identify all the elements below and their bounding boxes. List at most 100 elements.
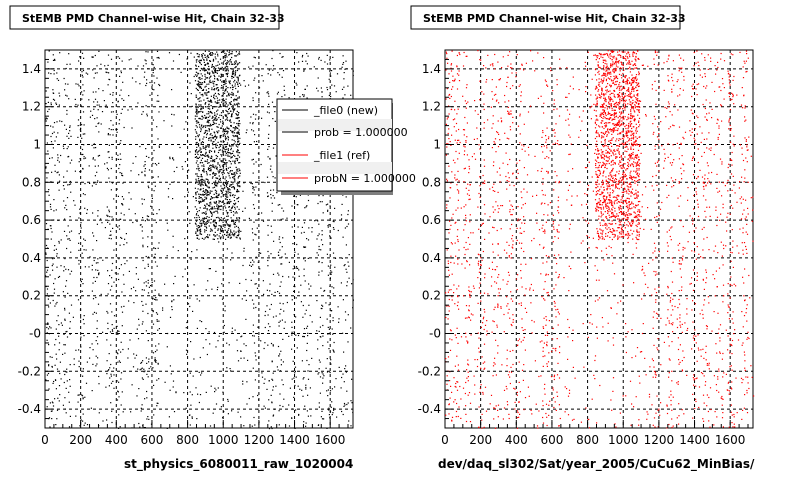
- scatter-point: [324, 61, 326, 63]
- scatter-point: [317, 220, 319, 222]
- scatter-point: [745, 157, 747, 159]
- scatter-point: [141, 226, 143, 228]
- scatter-point: [304, 405, 306, 407]
- scatter-point: [116, 131, 118, 133]
- scatter-point: [204, 180, 206, 182]
- scatter-point: [661, 201, 663, 204]
- scatter-point: [633, 406, 635, 408]
- scatter-point: [206, 192, 209, 194]
- scatter-point: [302, 54, 304, 57]
- scatter-point: [255, 256, 257, 258]
- scatter-point: [745, 312, 747, 314]
- scatter-point: [83, 156, 85, 158]
- scatter-point: [506, 180, 508, 182]
- scatter-point: [50, 181, 52, 183]
- scatter-point: [227, 188, 229, 190]
- scatter-point: [69, 162, 71, 164]
- scatter-point: [93, 147, 95, 149]
- scatter-point: [480, 300, 482, 302]
- scatter-point: [106, 68, 108, 70]
- scatter-point: [697, 148, 699, 150]
- scatter-point: [46, 339, 48, 341]
- scatter-point: [647, 65, 649, 67]
- scatter-point: [92, 282, 94, 284]
- scatter-point: [333, 409, 335, 411]
- scatter-point: [283, 398, 285, 400]
- scatter-point: [635, 355, 637, 357]
- scatter-point: [483, 93, 485, 95]
- scatter-point: [557, 140, 559, 142]
- scatter-point: [109, 93, 111, 95]
- scatter-point: [216, 118, 218, 120]
- scatter-point: [51, 410, 53, 412]
- scatter-point: [224, 104, 226, 106]
- scatter-point: [53, 122, 56, 124]
- scatter-point: [82, 413, 84, 415]
- scatter-point: [58, 92, 60, 94]
- scatter-point: [281, 379, 283, 381]
- scatter-point: [51, 265, 53, 267]
- scatter-point: [171, 300, 173, 302]
- scatter-point: [228, 95, 230, 97]
- scatter-point: [224, 220, 226, 222]
- scatter-point: [234, 98, 236, 100]
- scatter-point: [221, 228, 224, 230]
- scatter-point: [208, 69, 210, 71]
- scatter-point: [348, 265, 350, 267]
- scatter-point: [499, 174, 501, 176]
- scatter-point: [215, 177, 217, 179]
- scatter-point: [281, 56, 283, 58]
- scatter-point: [202, 93, 204, 95]
- scatter-point: [135, 290, 137, 292]
- scatter-point: [110, 382, 113, 384]
- scatter-point: [65, 387, 67, 389]
- scatter-point: [214, 391, 216, 393]
- scatter-point: [599, 384, 601, 387]
- scatter-point: [91, 144, 93, 146]
- scatter-point: [122, 411, 124, 413]
- scatter-point: [216, 185, 218, 187]
- scatter-point: [718, 127, 720, 129]
- scatter-point: [199, 111, 201, 113]
- scatter-point: [83, 124, 85, 126]
- scatter-point: [120, 236, 122, 239]
- scatter-point: [93, 182, 95, 184]
- scatter-point: [48, 364, 50, 366]
- scatter-point: [296, 84, 298, 86]
- scatter-point: [227, 398, 229, 401]
- scatter-point: [210, 160, 212, 162]
- scatter-point: [237, 411, 239, 413]
- scatter-point: [691, 277, 693, 279]
- scatter-point: [321, 234, 323, 236]
- scatter-point: [205, 148, 207, 151]
- scatter-point: [228, 201, 230, 203]
- scatter-point: [214, 53, 216, 55]
- scatter-point: [192, 310, 194, 312]
- scatter-point: [212, 136, 214, 139]
- scatter-point: [696, 199, 698, 201]
- scatter-point: [706, 364, 708, 366]
- x-tick-label: 1000: [208, 433, 239, 447]
- scatter-point: [167, 332, 169, 335]
- scatter-point: [65, 181, 68, 183]
- scatter-point: [323, 418, 325, 420]
- scatter-point: [196, 327, 198, 329]
- scatter-point: [253, 141, 255, 143]
- scatter-point: [238, 233, 240, 235]
- scatter-point: [668, 372, 670, 374]
- scatter-point: [202, 147, 204, 149]
- scatter-point: [484, 182, 486, 184]
- scatter-point: [196, 146, 198, 148]
- scatter-point: [243, 250, 245, 252]
- scatter-point: [331, 271, 333, 273]
- legend-row-bg: [278, 162, 392, 174]
- scatter-point: [154, 185, 156, 187]
- scatter-point: [198, 197, 200, 199]
- scatter-point: [107, 322, 109, 324]
- scatter-point: [87, 73, 89, 75]
- scatter-point: [191, 417, 193, 419]
- scatter-point: [158, 294, 160, 296]
- scatter-point: [219, 232, 221, 234]
- scatter-point: [226, 231, 228, 233]
- scatter-point: [128, 208, 130, 210]
